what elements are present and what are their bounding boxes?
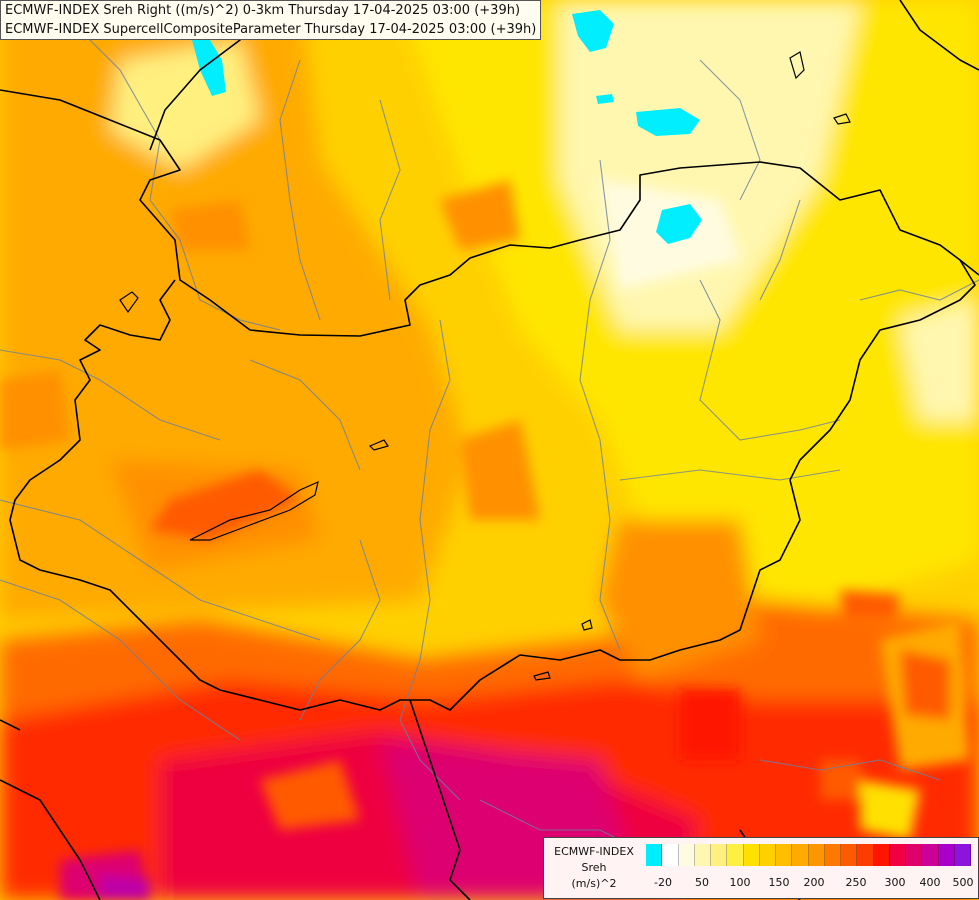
legend-tick-label: 300 — [884, 876, 906, 889]
legend-swatch — [711, 844, 728, 866]
lake-outlines — [119, 51, 851, 681]
map-title-box: ECMWF-INDEX Sreh Right ((m/s)^2) 0-3km T… — [0, 0, 542, 40]
legend-color-bar — [646, 844, 971, 866]
legend-swatch — [824, 844, 841, 866]
cyan-patches — [192, 10, 702, 244]
legend-swatch — [889, 844, 906, 866]
legend-swatch — [694, 844, 711, 866]
legend-tick-label: -20 — [654, 876, 672, 889]
legend-swatch — [841, 844, 858, 866]
legend-title-line2: Sreh — [581, 861, 607, 874]
map-title-line1: ECMWF-INDEX Sreh Right ((m/s)^2) 0-3km T… — [5, 3, 521, 18]
legend-tick-label: 150 — [768, 876, 790, 889]
legend-tick-label: 200 — [803, 876, 825, 889]
legend-tick-label: 400 — [919, 876, 941, 889]
legend-swatch — [938, 844, 955, 866]
legend-title-line3: (m/s)^2 — [571, 877, 617, 890]
legend-swatch — [678, 844, 695, 866]
legend-swatch — [759, 844, 776, 866]
legend-tick-label: 250 — [845, 876, 867, 889]
legend-swatch — [954, 844, 971, 866]
legend-swatch — [646, 844, 663, 866]
legend-swatch — [922, 844, 939, 866]
sreh-detail — [0, 180, 970, 900]
legend-tick-label: 500 — [952, 876, 974, 889]
map-title-line2: ECMWF-INDEX SupercellCompositeParameter … — [5, 22, 537, 37]
legend-title: ECMWF-INDEX Sreh (m/s)^2 — [548, 844, 640, 892]
legend-swatch — [727, 844, 744, 866]
legend-swatch — [792, 844, 809, 866]
color-legend: ECMWF-INDEX Sreh (m/s)^2 -20 50 100 150 200 2… — [543, 837, 979, 899]
legend-swatch — [873, 844, 890, 866]
legend-title-line1: ECMWF-INDEX — [554, 845, 634, 858]
legend-swatch — [662, 844, 679, 866]
legend-tick-label: 100 — [729, 876, 751, 889]
legend-swatch — [743, 844, 760, 866]
legend-swatch — [906, 844, 923, 866]
legend-swatch — [776, 844, 793, 866]
legend-tick-label: 50 — [695, 876, 709, 889]
legend-swatch — [857, 844, 874, 866]
legend-tick-labels: -2050100150200250300400500700 — [646, 876, 974, 890]
legend-swatch — [808, 844, 825, 866]
